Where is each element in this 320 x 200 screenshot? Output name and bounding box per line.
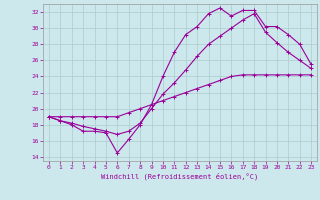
X-axis label: Windchill (Refroidissement éolien,°C): Windchill (Refroidissement éolien,°C) — [101, 173, 259, 180]
